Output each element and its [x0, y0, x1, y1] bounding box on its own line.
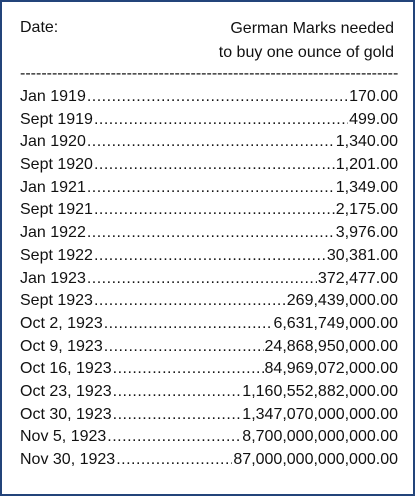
row-value: 1,160,552,882,000.00: [242, 382, 398, 400]
row-leader-dots: ........................................…: [93, 110, 349, 128]
table-row: Jan 1922................................…: [20, 222, 398, 245]
row-leader-dots: ........................................…: [112, 360, 264, 378]
row-date: Sept 1919: [20, 110, 93, 128]
table-row: Jan 1920................................…: [20, 131, 398, 154]
row-leader-dots: ........................................…: [112, 405, 242, 423]
row-leader-dots: ........................................…: [103, 337, 264, 355]
row-value: 30,381.00: [326, 246, 398, 264]
row-date: Sept 1921: [20, 201, 93, 219]
row-value: 3,976.00: [335, 224, 398, 242]
row-date: Jan 1920: [20, 133, 86, 151]
value-header-line-1: German Marks needed: [230, 20, 394, 37]
row-date: Nov 30, 1923: [20, 451, 116, 468]
row-value: 1,340.00: [335, 133, 398, 151]
row-value: 24,868,950,000.00: [264, 337, 398, 355]
row-leader-dots: ........................................…: [86, 178, 335, 196]
row-leader-dots: ........................................…: [112, 382, 242, 400]
row-date: Sept 1920: [20, 156, 93, 174]
table-row: Sept 1921...............................…: [20, 199, 398, 222]
row-date: Oct 23, 1923: [20, 382, 112, 400]
row-date: Oct 30, 1923: [20, 405, 112, 423]
table-row: Nov 5, 1923.............................…: [20, 426, 398, 449]
row-value: 269,439,000.00: [286, 292, 398, 310]
header-divider: ----------------------------------------…: [20, 66, 398, 82]
table-row: Oct 9, 1923.............................…: [20, 336, 398, 359]
table-row: Jan 1919................................…: [20, 86, 398, 109]
row-leader-dots: ........................................…: [107, 428, 242, 446]
row-date: Jan 1922: [20, 224, 86, 242]
row-value: 2,175.00: [335, 201, 398, 219]
row-leader-dots: ........................................…: [93, 201, 335, 219]
row-leader-dots: ........................................…: [103, 314, 273, 332]
table-row: Sept 1923...............................…: [20, 290, 398, 313]
table-row: Oct 16, 1923............................…: [20, 358, 398, 381]
table-row: Oct 2, 1923.............................…: [20, 313, 398, 336]
row-value: 372,477.00: [317, 269, 398, 287]
table-row: Nov 30, 1923............................…: [20, 449, 398, 472]
row-value: 84,969,072,000.00: [264, 360, 398, 378]
table-row: Oct 30, 1923............................…: [20, 404, 398, 427]
date-column-header: Date:: [20, 19, 59, 36]
row-value: 1,201.00: [335, 156, 398, 174]
table-row: Jan 1923................................…: [20, 268, 398, 291]
row-leader-dots: ........................................…: [93, 156, 335, 174]
row-value: 499.00: [349, 110, 398, 128]
value-header-line-2: to buy one ounce of gold: [218, 44, 394, 61]
row-value: 1,347,070,000,000.00: [242, 405, 398, 423]
row-leader-dots: ........................................…: [86, 269, 317, 287]
table-row: Jan 1921................................…: [20, 177, 398, 200]
row-value: 6,631,749,000.00: [273, 314, 398, 332]
row-date: Jan 1921: [20, 178, 86, 196]
price-rows: Jan 1919................................…: [20, 86, 398, 472]
row-leader-dots: ........................................…: [86, 88, 348, 105]
row-value: 1,349.00: [335, 178, 398, 196]
row-value: 170.00: [349, 88, 398, 105]
row-date: Oct 2, 1923: [20, 314, 103, 332]
row-date: Jan 1919: [20, 88, 86, 105]
row-date: Sept 1923: [20, 292, 93, 310]
row-leader-dots: ........................................…: [116, 451, 232, 468]
row-date: Jan 1923: [20, 269, 86, 287]
row-leader-dots: ........................................…: [93, 292, 286, 310]
value-column-header: German Marks needed to buy one ounce of …: [219, 17, 394, 65]
row-value: 8,700,000,000,000.00: [242, 428, 398, 446]
row-leader-dots: ........................................…: [86, 224, 335, 242]
row-leader-dots: ........................................…: [93, 246, 326, 264]
table-row: Sept 1919...............................…: [20, 109, 398, 132]
table-row: Sept 1920...............................…: [20, 154, 398, 177]
row-date: Nov 5, 1923: [20, 428, 107, 446]
row-date: Oct 9, 1923: [20, 337, 103, 355]
table-row: Sept 1922...............................…: [20, 245, 398, 268]
table-row: Oct 23, 1923............................…: [20, 381, 398, 404]
row-leader-dots: ........................................…: [86, 133, 335, 151]
row-date: Oct 16, 1923: [20, 360, 112, 378]
row-value: 87,000,000,000,000.00: [233, 451, 398, 468]
row-date: Sept 1922: [20, 246, 93, 264]
